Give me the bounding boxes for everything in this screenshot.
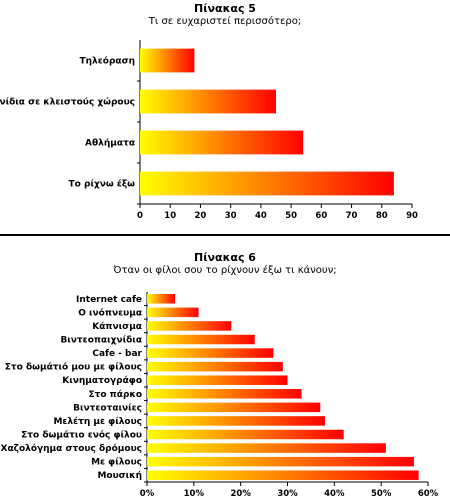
category-label: Στο πάρκο: [88, 390, 142, 400]
x-tick-label: 20%: [230, 489, 251, 499]
category-label: Ο ινόπνευμα: [78, 307, 142, 318]
category-label: Τηλεόραση: [80, 56, 135, 67]
x-tick-label: 0: [137, 211, 143, 221]
bar: [147, 470, 419, 480]
x-tick-label: 20: [195, 211, 207, 221]
chart2-plot: Internet cafe Ο ινόπνευμα Κάπνισμα Βιντεοπα…: [1, 292, 439, 499]
category-label: Βιντεοπαιχνίδια: [60, 335, 142, 346]
category-label: Internet cafe: [76, 295, 142, 305]
bar: [147, 416, 325, 426]
bar: [140, 48, 195, 73]
chart2-title: Πίνακας 6: [194, 251, 256, 264]
bar: [147, 361, 283, 372]
x-tick-label: 60: [315, 211, 327, 221]
bar: [147, 348, 274, 358]
category-label: Βιντεοταινίες: [73, 402, 142, 413]
bar: [147, 402, 321, 413]
category-label: Παιχνίδια σε κλειστούς χώρους: [0, 97, 135, 108]
bar: [147, 334, 255, 345]
x-tick-label: 80: [376, 211, 388, 221]
chart1-subtitle: Τι σε ευχαριστεί περισσότερο;: [148, 16, 302, 27]
category-label: Μουσική: [97, 471, 142, 481]
category-label: Αθλήματα: [85, 139, 135, 149]
bar: [147, 321, 232, 331]
bar: [140, 89, 276, 114]
x-tick-label: 10: [164, 211, 176, 221]
bar: [140, 130, 304, 155]
x-tick-label: 40%: [324, 489, 345, 499]
category-label: Cafe - bar: [92, 349, 142, 359]
bar: [147, 456, 414, 467]
category-label: Κάπνισμα: [92, 322, 142, 332]
chart1-title: Πίνακας 5: [194, 2, 256, 15]
category-label: Στο δωμάτιο ενός φίλου: [21, 430, 142, 441]
category-label: Στο δωμάτιό μου με φίλους: [5, 362, 142, 373]
bar: [147, 294, 176, 304]
bar: [147, 443, 386, 453]
x-tick-label: 50%: [371, 489, 392, 499]
x-tick-label: 60%: [418, 489, 439, 499]
category-label: Μελέτη με φίλους: [53, 416, 142, 427]
chart1-plot: Τηλεόραση Παιχνίδια σε κλειστούς χώρους Αθ…: [0, 40, 418, 221]
x-tick-label: 0%: [140, 489, 155, 499]
bar: [147, 375, 288, 385]
x-tick-label: 10%: [184, 489, 205, 499]
section-divider: [0, 234, 450, 236]
category-label: Κινηματογράφο: [62, 376, 142, 386]
bar: [147, 429, 344, 440]
x-tick-label: 70: [346, 211, 358, 221]
x-tick-label: 30: [225, 211, 237, 221]
category-label: Με φίλους: [91, 457, 142, 468]
bar: [140, 171, 394, 196]
category-label: Το ρίχνω έξω: [69, 179, 136, 190]
x-tick-label: 40: [255, 211, 267, 221]
chart2-subtitle: Όταν οι φίλοι σου το ρίχνουν έξω τι κάνο…: [113, 265, 337, 276]
x-tick-label: 50: [285, 211, 297, 221]
bar: [147, 389, 302, 399]
bar: [147, 307, 199, 318]
x-tick-label: 30%: [277, 489, 298, 499]
x-tick-label: 90: [406, 211, 418, 221]
category-label: Χαζολόγημα στους δρόμους: [1, 443, 143, 454]
